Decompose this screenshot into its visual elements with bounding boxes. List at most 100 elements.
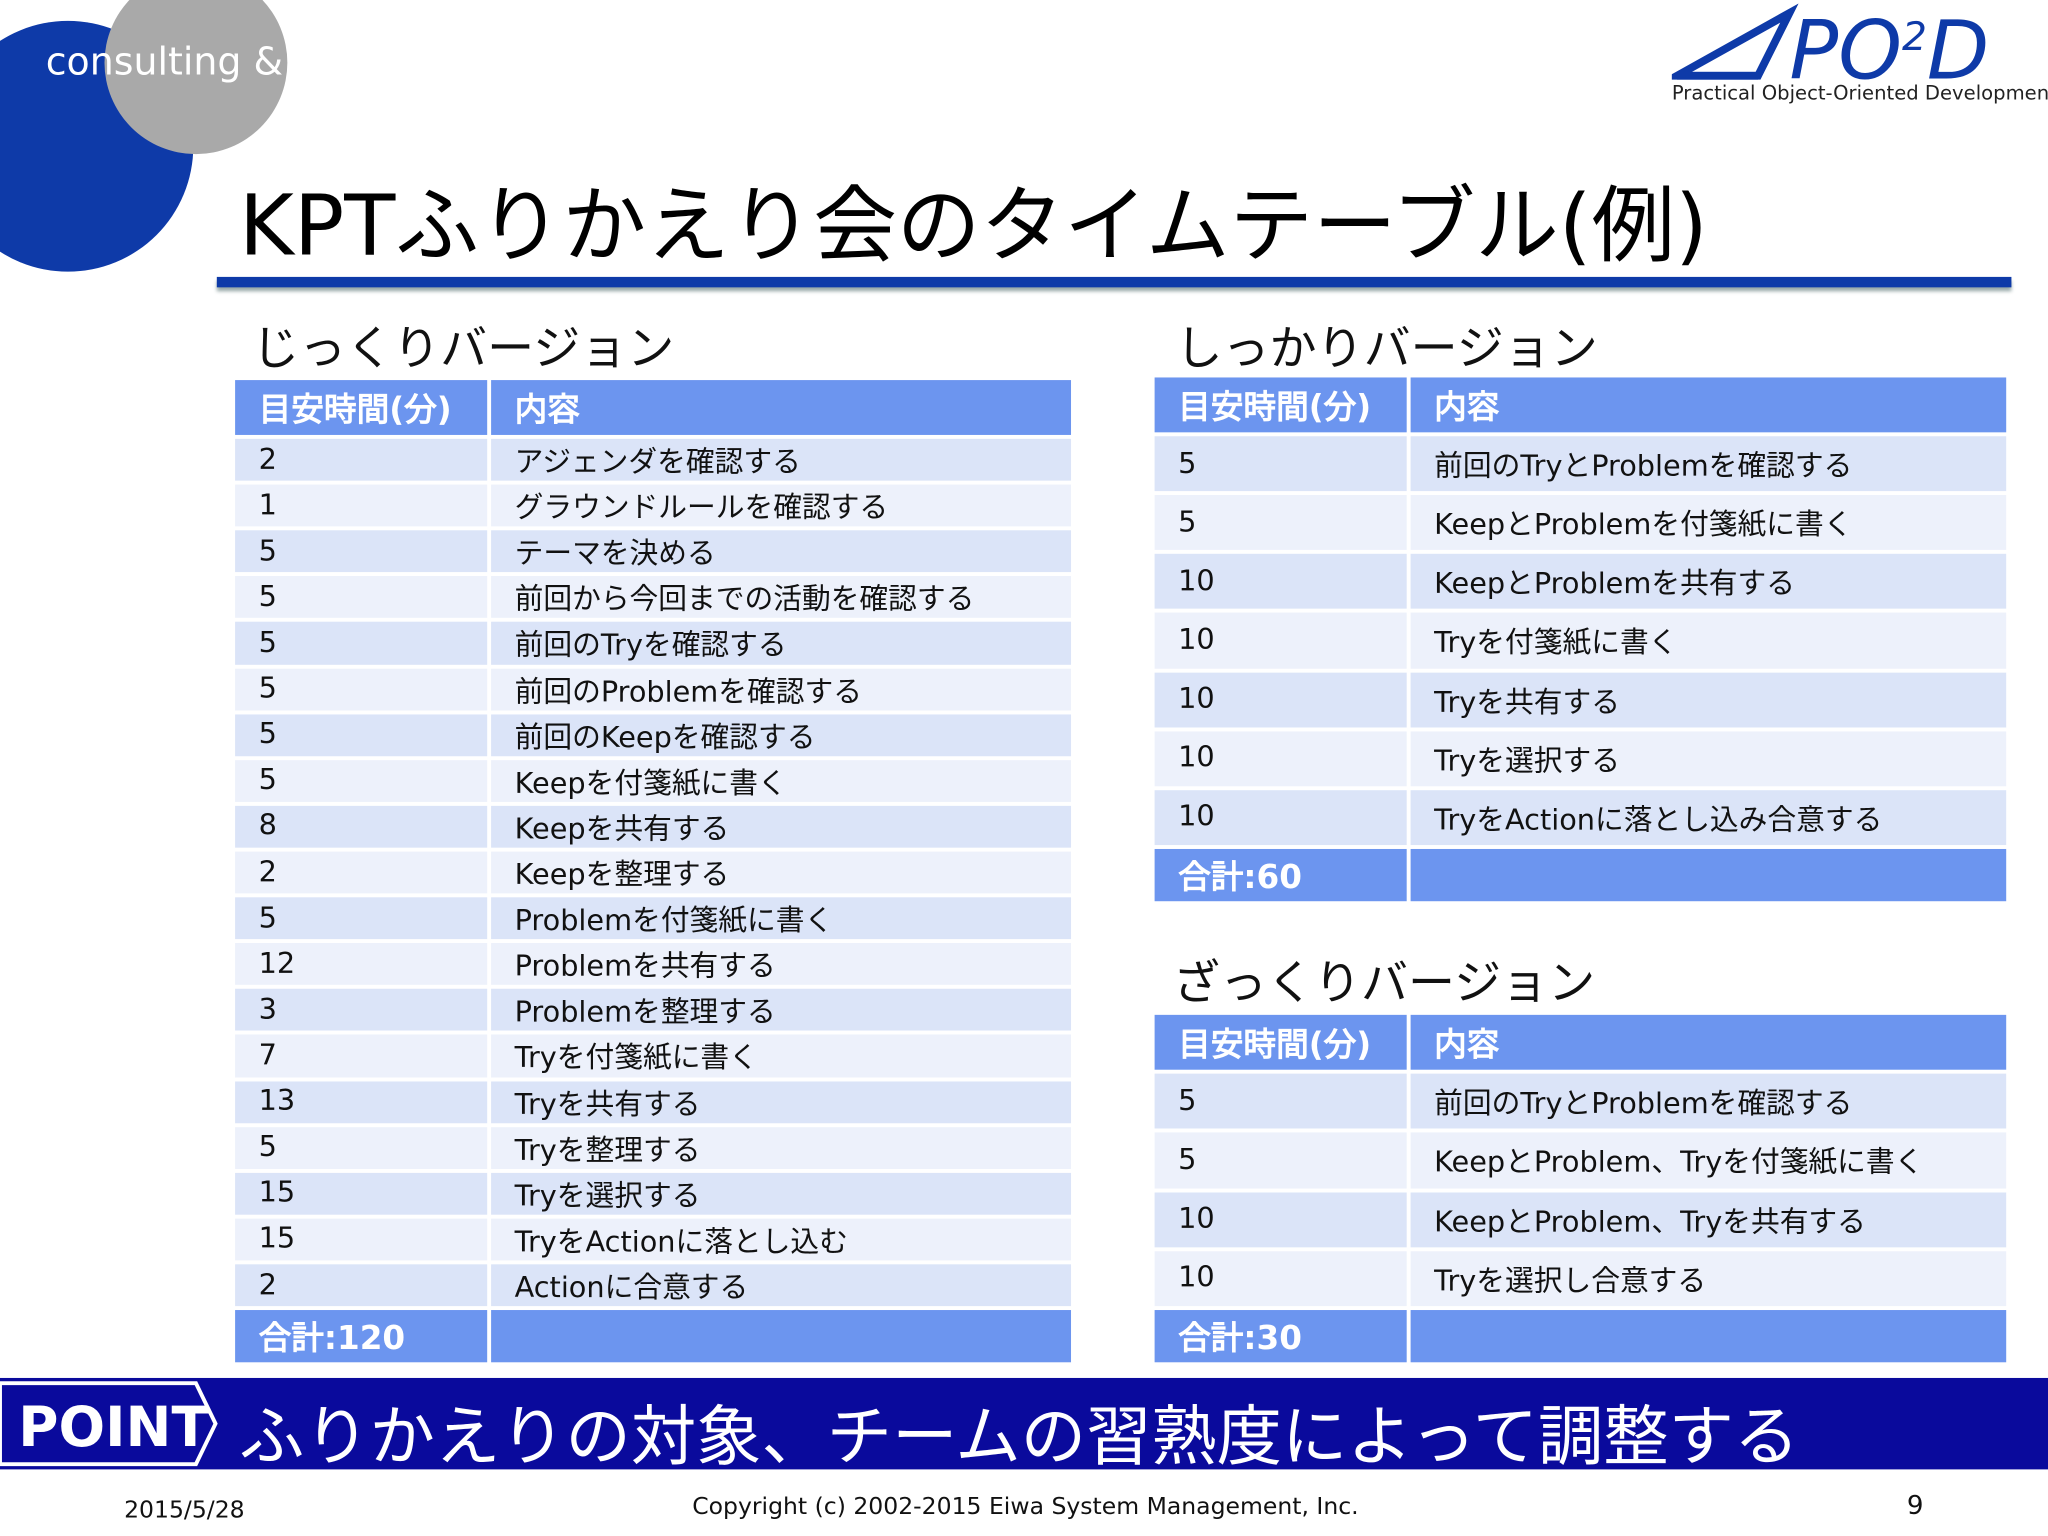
table-row: 5 前回のProblemを確認する: [235, 668, 1072, 711]
table-cell: 10: [1154, 731, 1407, 787]
table-cell: Tryを選択する: [1410, 731, 2007, 787]
section-title: ざっくりバージョン: [1172, 957, 1596, 1011]
point-text: ふりかえりの対象、チームの習熟度によって調整する: [239, 1398, 1800, 1475]
logo-wordmark: PO2D: [1789, 3, 1989, 98]
table-cell: 8: [235, 805, 488, 848]
table-row: 5 KeepとProblem、Tryを付箋紙に書く: [1154, 1132, 2007, 1188]
table-cell: Tryを選択する: [491, 1172, 1072, 1215]
table-cell: Actionに合意する: [491, 1264, 1072, 1307]
table-cell: 10: [1154, 789, 1407, 846]
table-cell: 5: [235, 576, 488, 619]
header-row: 目安時間(分) 内容: [235, 380, 1072, 435]
table-cell: グラウンドルールを確認する: [491, 484, 1072, 527]
point-bar: [0, 1377, 2048, 1470]
table-row: 2 Actionに合意する: [235, 1264, 1072, 1307]
table-cell: 10: [1154, 613, 1407, 669]
table-row: 10 TryをActionに落とし込み合意する: [1154, 789, 2007, 846]
table-row: 5 前回から今回までの活動を確認する: [235, 576, 1072, 619]
timetable: 目安時間(分) 内容 5 前回のTryとProblemを確認する 5 KeepとProbl…: [1154, 1014, 2007, 1363]
table-cell: Problemを整理する: [491, 989, 1072, 1032]
brand-left: consulting & education: [45, 39, 483, 84]
title-underline: [216, 276, 2012, 288]
table-cell: 15: [235, 1218, 488, 1261]
header-cell: 目安時間(分): [235, 380, 488, 435]
table-cell: Keepを付箋紙に書く: [491, 759, 1072, 802]
table-cell: 12: [235, 943, 488, 986]
table-cell: 前回のTryとProblemを確認する: [1410, 436, 2007, 492]
table-cell: 前回のProblemを確認する: [491, 668, 1072, 711]
table-row: 3 Problemを整理する: [235, 989, 1072, 1032]
table-row: 15 TryをActionに落とし込む: [235, 1218, 1072, 1261]
table-row: 2 アジェンダを確認する: [235, 438, 1072, 481]
header-cell: 目安時間(分): [1154, 377, 1407, 433]
footer-date: 2015/5/28: [124, 1496, 245, 1525]
table-row: 12 Problemを共有する: [235, 943, 1072, 986]
header-row: 目安時間(分) 内容: [1154, 377, 2007, 433]
table-cell: 5: [1154, 495, 1407, 551]
table-cell: KeepとProblemを共有する: [1410, 554, 2007, 610]
footer-copyright: Copyright (c) 2002-2015 Eiwa System Mana…: [692, 1492, 1359, 1521]
table-cell: 5: [235, 897, 488, 940]
point-tag: [0, 1381, 218, 1467]
total-cell: 合計:60: [1154, 848, 1407, 902]
logo-end: D: [1926, 2, 1990, 98]
point-label: POINT: [18, 1394, 209, 1459]
table-cell: Tryを付箋紙に書く: [491, 1034, 1072, 1077]
logo-tagline: Practical Object-Oriented Development: [1671, 80, 2048, 105]
table-row: 13 Tryを共有する: [235, 1080, 1072, 1123]
table-cell: 1: [235, 484, 488, 527]
table-cell: 前回のTryを確認する: [491, 622, 1072, 665]
table-cell: 15: [235, 1172, 488, 1215]
total-empty-cell: [1410, 848, 2007, 902]
table-row: 10 Tryを付箋紙に書く: [1154, 613, 2007, 669]
table-cell: Problemを共有する: [491, 943, 1072, 986]
table-cell: 2: [235, 438, 488, 481]
table-cell: 5: [1154, 1132, 1407, 1188]
pod-logo-mark: [1671, 3, 1799, 80]
table-row: 10 Tryを選択し合意する: [1154, 1250, 2007, 1307]
table-row: 10 KeepとProblem、Tryを共有する: [1154, 1191, 2007, 1248]
table-cell: 5: [1154, 1073, 1407, 1129]
table-cell: 前回のKeepを確認する: [491, 713, 1072, 756]
table-cell: 5: [235, 622, 488, 665]
table-cell: 前回のTryとProblemを確認する: [1410, 1073, 2007, 1129]
table-row: 5 Keepを付箋紙に書く: [235, 759, 1072, 802]
table-cell: Tryを付箋紙に書く: [1410, 613, 2007, 669]
table-row: 10 KeepとProblemを共有する: [1154, 554, 2007, 610]
table-row: 5 Problemを付箋紙に書く: [235, 897, 1072, 940]
total-cell: 合計:120: [235, 1310, 488, 1363]
table-cell: KeepとProblem、Tryを付箋紙に書く: [1410, 1132, 2007, 1188]
table-cell: 5: [235, 713, 488, 756]
table-cell: 5: [235, 668, 488, 711]
total-row: 合計:120: [235, 1310, 1072, 1363]
table-cell: 2: [235, 851, 488, 894]
table-cell: Tryを共有する: [1410, 672, 2007, 728]
table-cell: 5: [235, 759, 488, 802]
logo-sup: 2: [1901, 14, 1927, 61]
table-cell: Problemを付箋紙に書く: [491, 897, 1072, 940]
header-row: 目安時間(分) 内容: [1154, 1014, 2007, 1070]
table-cell: 前回から今回までの活動を確認する: [491, 576, 1072, 619]
header-cell: 内容: [491, 380, 1072, 435]
table-cell: 5: [235, 530, 488, 573]
table-cell: 2: [235, 1264, 488, 1307]
section-title: じっくりバージョン: [252, 322, 675, 377]
table-cell: 5: [1154, 436, 1407, 492]
table-row: 7 Tryを付箋紙に書く: [235, 1034, 1072, 1077]
table-row: 5 テーマを決める: [235, 530, 1072, 573]
table-cell: 10: [1154, 672, 1407, 728]
total-row: 合計:60: [1154, 848, 2007, 902]
table-cell: Keepを共有する: [491, 805, 1072, 848]
total-cell: 合計:30: [1154, 1310, 1407, 1363]
timetable: 目安時間(分) 内容 2 アジェンダを確認する 1 グラウンドルールを確認する 5 テーマを決…: [235, 380, 1072, 1363]
table-row: 2 Keepを整理する: [235, 851, 1072, 894]
table-row: 10 Tryを共有する: [1154, 672, 2007, 728]
table-cell: 13: [235, 1080, 488, 1123]
total-row: 合計:30: [1154, 1310, 2007, 1363]
total-empty-cell: [491, 1310, 1072, 1363]
table-cell: TryをActionに落とし込み合意する: [1410, 789, 2007, 846]
timetable: 目安時間(分) 内容 5 前回のTryとProblemを確認する 5 KeepとProbl…: [1154, 377, 2007, 902]
header-cell: 内容: [1410, 1014, 2007, 1070]
slide-title: KPTふりかえり会のタイムテーブル(例): [239, 178, 1708, 276]
